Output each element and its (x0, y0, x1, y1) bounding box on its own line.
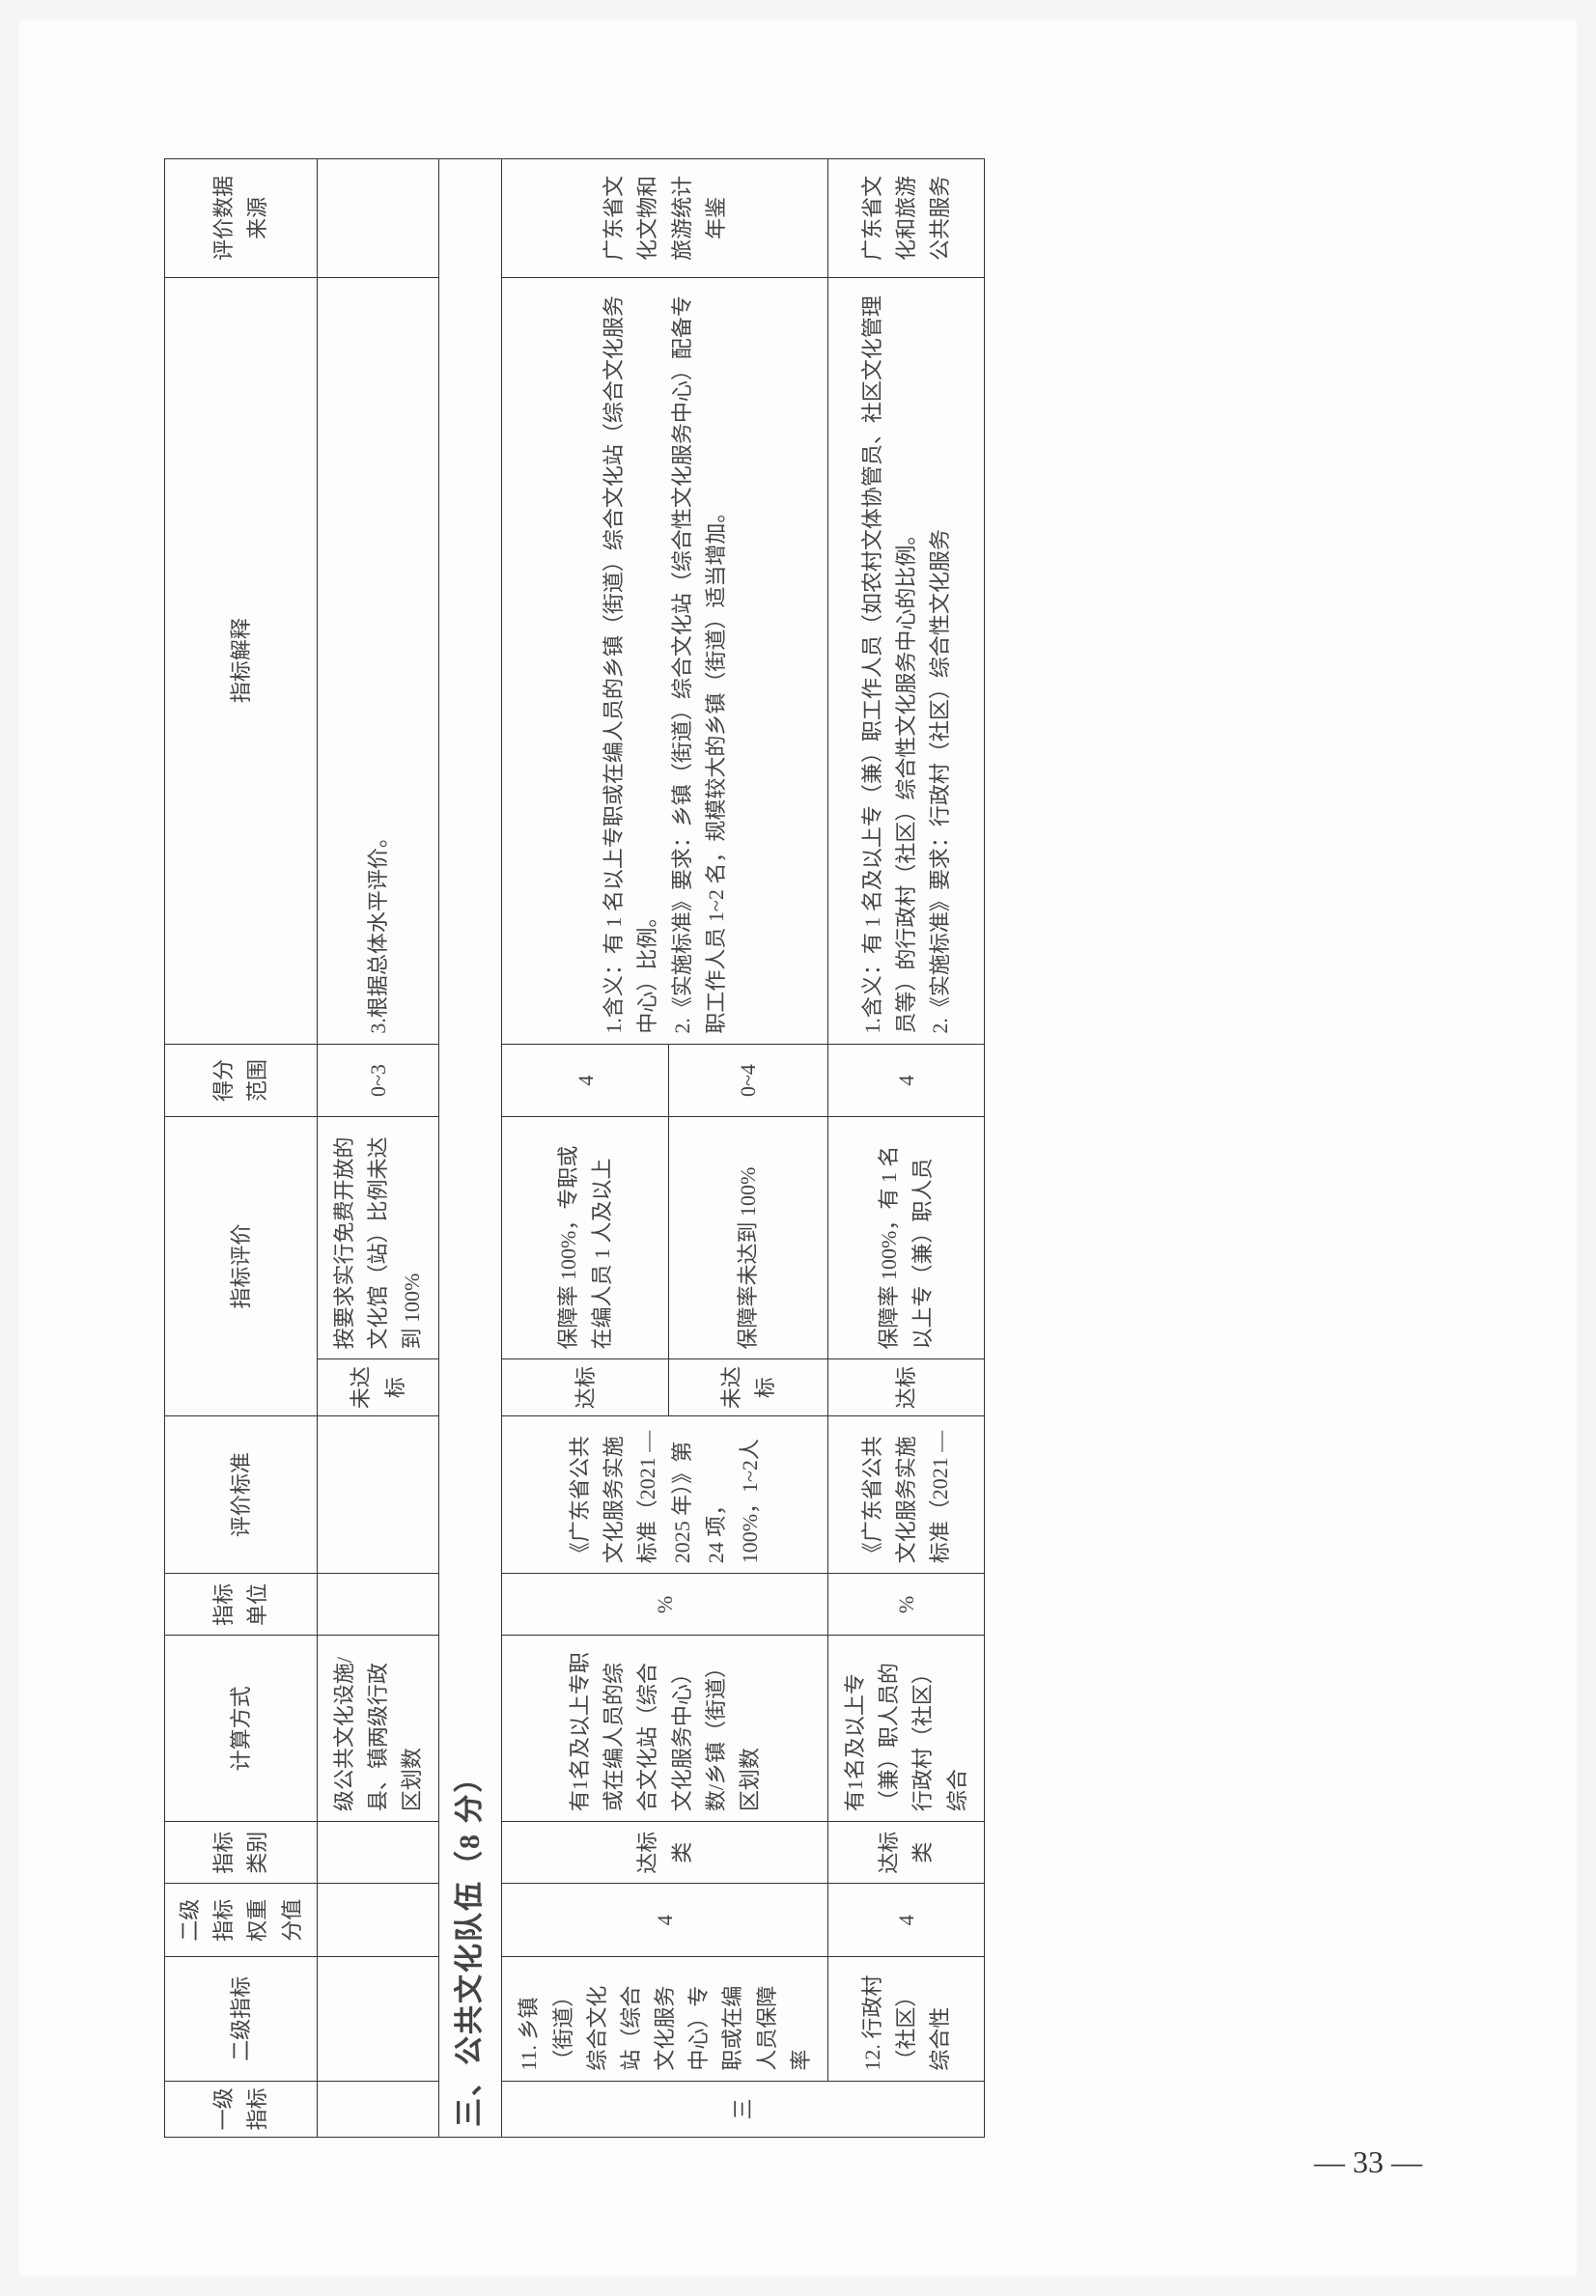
row12-status-a: 达标 (828, 1359, 985, 1415)
cont-lvl1 (317, 2081, 439, 2137)
row12-eval-a: 保障率 100%，有 1 名以上专（兼）职人员 (828, 1117, 985, 1359)
row11-score-b: 0~4 (668, 1044, 827, 1117)
header-category: 指标类别 (165, 1822, 318, 1884)
row12-weight: 4 (828, 1884, 985, 1957)
row-12: 12. 行政村（社区）综合性 4 达标类 有1名及以上专（兼）职人员的行政村（社… (828, 159, 985, 2138)
cont-interp: 3.根据总体水平评价。 (317, 277, 439, 1044)
header-calc: 计算方式 (165, 1636, 318, 1822)
page-number: — 33 — (1314, 2144, 1422, 2180)
row11-unit: % (502, 1574, 828, 1636)
row-11-a: 三 11. 乡镇（街道）综合文化站（综合文化服务中心）专职或在编人员保障率 4 … (502, 159, 669, 2138)
row11-weight: 4 (502, 1884, 828, 1957)
row11-standard: 《广东省公共文化服务实施标准（2021 — 2025 年）》第 24 项，100… (502, 1415, 828, 1573)
cont-unit (317, 1574, 439, 1636)
row11-interp: 1.含义：有 1 名以上专职或在编人员的乡镇（街道）综合文化站（综合文化服务中心… (502, 277, 828, 1044)
row11-category: 达标类 (502, 1822, 828, 1884)
header-lvl1: 一级指标 (165, 2081, 318, 2137)
row12-unit: % (828, 1574, 985, 1636)
row12-score-a: 4 (828, 1044, 985, 1117)
header-weight: 二级指标权重分值 (165, 1884, 318, 1957)
cont-eval: 按要求实行免费开放的文化馆（站）比例未达到 100% (317, 1117, 439, 1359)
document-page: 一级指标 二级指标 二级指标权重分值 指标类别 计算方式 指标单位 评价标准 指… (19, 19, 1577, 2277)
header-unit: 指标单位 (165, 1574, 318, 1636)
row12-source: 广东省文化和旅游公共服务 (828, 159, 985, 278)
cont-standard (317, 1415, 439, 1573)
cont-score: 0~3 (317, 1044, 439, 1117)
row12-category: 达标类 (828, 1822, 985, 1884)
table-wrapper: 一级指标 二级指标 二级指标权重分值 指标类别 计算方式 指标单位 评价标准 指… (164, 158, 1468, 2138)
cont-lvl2 (317, 1957, 439, 2081)
header-source: 评价数据来源 (165, 159, 318, 278)
cont-weight (317, 1884, 439, 1957)
row11-lvl2: 11. 乡镇（街道）综合文化站（综合文化服务中心）专职或在编人员保障率 (502, 1957, 828, 2081)
section-row: 三、公共文化队伍（8 分） (439, 159, 502, 2138)
row11-source: 广东省文化文物和旅游统计年鉴 (502, 159, 828, 278)
row11-lvl1: 三 (502, 2081, 984, 2137)
cont-category (317, 1822, 439, 1884)
header-interp: 指标解释 (165, 277, 318, 1044)
row11-status-b: 未达标 (668, 1359, 827, 1415)
evaluation-table: 一级指标 二级指标 二级指标权重分值 指标类别 计算方式 指标单位 评价标准 指… (164, 158, 985, 2138)
row11-eval-a: 保障率 100%，专职或在编人员 1 人及以上 (502, 1117, 669, 1359)
row12-lvl2: 12. 行政村（社区）综合性 (828, 1957, 985, 2081)
header-eval: 指标评价 (165, 1117, 318, 1415)
cont-calc: 级公共文化设施/县、镇两级行政区划数 (317, 1636, 439, 1822)
row12-calc: 有1名及以上专（兼）职人员的行政村（社区）综合 (828, 1636, 985, 1822)
row12-standard: 《广东省公共文化服务实施标准（2021 — (828, 1415, 985, 1573)
cont-source (317, 159, 439, 278)
row12-interp: 1.含义：有 1 名及以上专（兼）职工作人员（如农村文体协管员、社区文化管理员等… (828, 277, 985, 1044)
continuation-row: 级公共文化设施/县、镇两级行政区划数 未达标 按要求实行免费开放的文化馆（站）比… (317, 159, 439, 2138)
row11-status-a: 达标 (502, 1359, 669, 1415)
row11-eval-b: 保障率未达到 100% (668, 1117, 827, 1359)
row11-score-a: 4 (502, 1044, 669, 1117)
cont-status: 未达标 (317, 1359, 439, 1415)
header-lvl2: 二级指标 (165, 1957, 318, 2081)
header-score: 得分范围 (165, 1044, 318, 1117)
header-row: 一级指标 二级指标 二级指标权重分值 指标类别 计算方式 指标单位 评价标准 指… (165, 159, 318, 2138)
header-standard: 评价标准 (165, 1415, 318, 1573)
row11-calc: 有1名及以上专职或在编人员的综合文化站（综合文化服务中心）数/乡镇（街道）区划数 (502, 1636, 828, 1822)
section-title: 三、公共文化队伍（8 分） (439, 159, 502, 2138)
